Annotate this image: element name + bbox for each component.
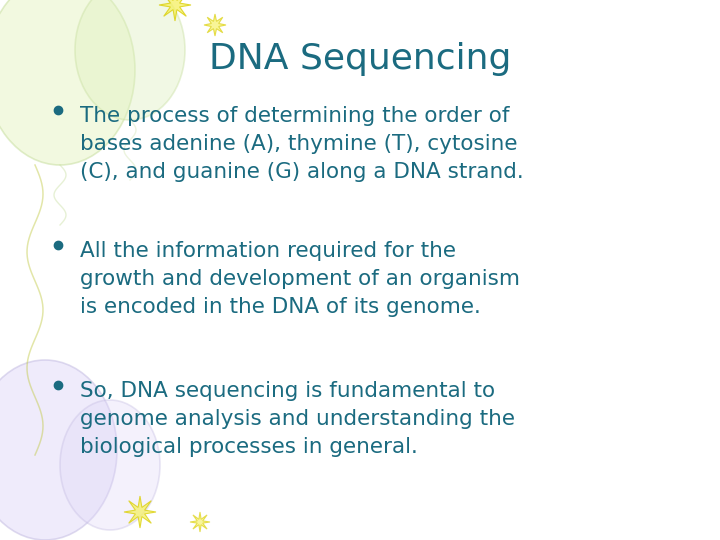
Polygon shape (204, 14, 226, 36)
Ellipse shape (0, 0, 135, 165)
Ellipse shape (60, 400, 160, 530)
Polygon shape (124, 496, 156, 528)
Ellipse shape (75, 0, 185, 120)
Text: All the information required for the
growth and development of an organism
is en: All the information required for the gro… (80, 241, 520, 317)
Polygon shape (190, 512, 210, 532)
Text: So, DNA sequencing is fundamental to
genome analysis and understanding the
biolo: So, DNA sequencing is fundamental to gen… (80, 381, 515, 457)
Ellipse shape (0, 360, 117, 540)
Polygon shape (159, 0, 191, 21)
Text: The process of determining the order of
bases adenine (A), thymine (T), cytosine: The process of determining the order of … (80, 106, 523, 182)
Text: DNA Sequencing: DNA Sequencing (209, 42, 511, 76)
